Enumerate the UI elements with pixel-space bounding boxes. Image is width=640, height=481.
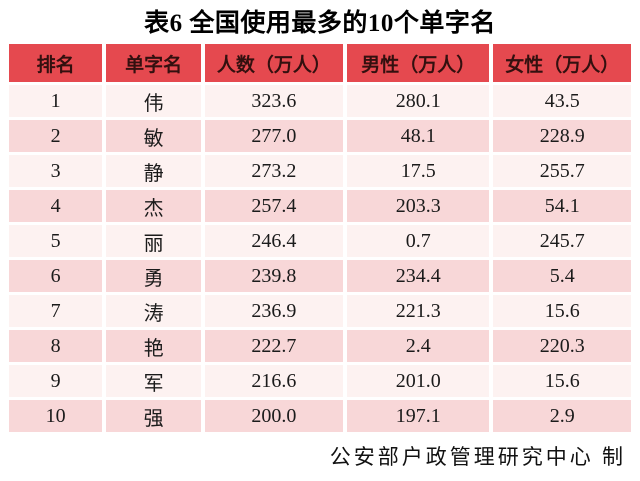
table-cell: 5: [9, 225, 103, 257]
table-cell: 敏: [106, 120, 201, 152]
table-cell: 323.6: [204, 85, 343, 117]
table-cell: 203.3: [347, 190, 490, 222]
table-cell: 8: [9, 330, 103, 362]
table-cell: 257.4: [204, 190, 343, 222]
table-cell: 277.0: [204, 120, 343, 152]
source-note: 公安部户政管理研究中心 制: [329, 445, 626, 469]
column-header: 女性（万人）: [493, 44, 631, 82]
table-cell: 201.0: [347, 365, 490, 397]
column-header: 排名: [9, 44, 103, 82]
table-row: 10 强 200.0 197.1 2.9: [9, 400, 631, 432]
table-row: 9 军 216.6 201.0 15.6: [9, 365, 631, 397]
table-cell: 234.4: [347, 260, 490, 292]
table-cell: 220.3: [493, 330, 631, 362]
table-cell: 4: [9, 190, 103, 222]
table-cell: 强: [106, 400, 201, 432]
table-body: 1 伟 323.6 280.1 43.5 2 敏 277.0 48.1 228.9 3 静 273.2 1…: [9, 85, 631, 432]
table-cell: 15.6: [493, 365, 631, 397]
table-cell: 222.7: [204, 330, 343, 362]
table-cell: 杰: [106, 190, 201, 222]
table-cell: 军: [106, 365, 201, 397]
table-cell: 17.5: [347, 155, 490, 187]
table-cell: 200.0: [204, 400, 343, 432]
table-row: 1 伟 323.6 280.1 43.5: [9, 85, 631, 117]
table-cell: 9: [9, 365, 103, 397]
table-row: 3 静 273.2 17.5 255.7: [9, 155, 631, 187]
table-cell: 勇: [106, 260, 201, 292]
table-cell: 236.9: [204, 295, 343, 327]
header-row: 排名 单字名 人数（万人） 男性（万人） 女性（万人）: [9, 44, 631, 82]
table-cell: 43.5: [493, 85, 631, 117]
table-cell: 艳: [106, 330, 201, 362]
table-cell: 280.1: [347, 85, 490, 117]
table-cell: 239.8: [204, 260, 343, 292]
table-row: 6 勇 239.8 234.4 5.4: [9, 260, 631, 292]
table-cell: 255.7: [493, 155, 631, 187]
table-row: 4 杰 257.4 203.3 54.1: [9, 190, 631, 222]
table-row: 2 敏 277.0 48.1 228.9: [9, 120, 631, 152]
table-cell: 48.1: [347, 120, 490, 152]
table-cell: 273.2: [204, 155, 343, 187]
column-header: 男性（万人）: [347, 44, 490, 82]
table-cell: 5.4: [493, 260, 631, 292]
table-row: 7 涛 236.9 221.3 15.6: [9, 295, 631, 327]
single-character-names-table: 排名 单字名 人数（万人） 男性（万人） 女性（万人） 1 伟 323.6 280.1 43.5…: [5, 41, 635, 435]
table-cell: 216.6: [204, 365, 343, 397]
table-cell: 7: [9, 295, 103, 327]
table-cell: 221.3: [347, 295, 490, 327]
table-cell: 245.7: [493, 225, 631, 257]
column-header: 人数（万人）: [204, 44, 343, 82]
table-cell: 静: [106, 155, 201, 187]
table-cell: 197.1: [347, 400, 490, 432]
table-cell: 228.9: [493, 120, 631, 152]
table-cell: 涛: [106, 295, 201, 327]
column-header: 单字名: [106, 44, 201, 82]
table-cell: 2.9: [493, 400, 631, 432]
table-cell: 3: [9, 155, 103, 187]
table-title: 表6 全国使用最多的10个单字名: [144, 10, 496, 37]
table-cell: 伟: [106, 85, 201, 117]
table-cell: 246.4: [204, 225, 343, 257]
table-cell: 2: [9, 120, 103, 152]
table-cell: 15.6: [493, 295, 631, 327]
table-cell: 6: [9, 260, 103, 292]
table-row: 5 丽 246.4 0.7 245.7: [9, 225, 631, 257]
table-cell: 2.4: [347, 330, 490, 362]
table-cell: 10: [9, 400, 103, 432]
table-cell: 54.1: [493, 190, 631, 222]
table-cell: 丽: [106, 225, 201, 257]
table-row: 8 艳 222.7 2.4 220.3: [9, 330, 631, 362]
table-cell: 1: [9, 85, 103, 117]
table-cell: 0.7: [347, 225, 490, 257]
